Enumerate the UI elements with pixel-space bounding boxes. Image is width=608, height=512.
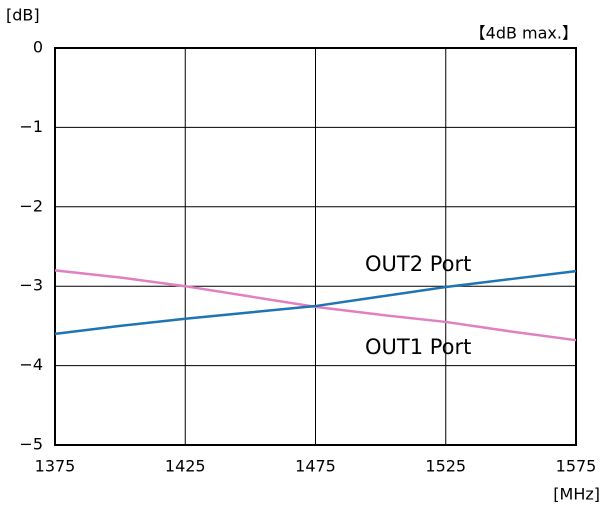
y-tick-label: −3 bbox=[19, 276, 43, 295]
y-tick-label: 0 bbox=[33, 38, 43, 57]
series-label: OUT1 Port bbox=[365, 335, 471, 359]
y-axis-label: [dB] bbox=[6, 6, 40, 25]
y-tick-label: −4 bbox=[19, 355, 43, 374]
series-label: OUT2 Port bbox=[365, 252, 471, 276]
annotation: 【4dB max.】 bbox=[470, 24, 578, 43]
y-tick-label: −5 bbox=[19, 435, 43, 454]
y-tick-label: −2 bbox=[19, 196, 43, 215]
x-tick-label: 1575 bbox=[556, 457, 597, 476]
series-line bbox=[54, 269, 577, 336]
plot-frame bbox=[54, 47, 577, 446]
y-tick-label: −1 bbox=[19, 117, 43, 136]
x-tick-label: 1375 bbox=[35, 457, 76, 476]
x-tick-label: 1425 bbox=[165, 457, 206, 476]
x-tick-label: 1525 bbox=[425, 457, 466, 476]
x-tick-label: 1475 bbox=[295, 457, 336, 476]
x-axis-label: [MHz] bbox=[553, 485, 600, 504]
